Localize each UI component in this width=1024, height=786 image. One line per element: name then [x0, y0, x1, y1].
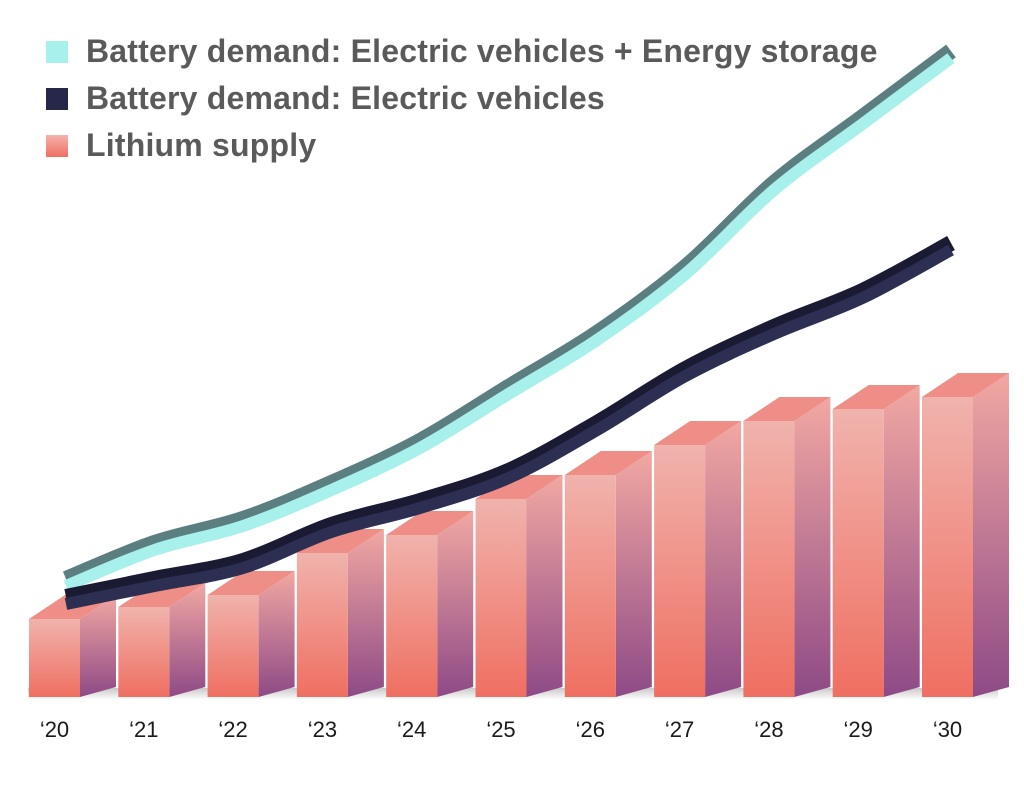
bar-side: [437, 511, 474, 697]
bar-side: [615, 451, 652, 697]
bar-top: [743, 397, 831, 421]
bar-top: [296, 529, 384, 553]
legend-item-ev-storage: Battery demand: Electric vehicles + Ener…: [46, 28, 878, 75]
bar-top: [386, 511, 474, 535]
bar-front: [832, 409, 884, 697]
bar-10: [922, 373, 1009, 697]
legend-item-ev: Battery demand: Electric vehicles: [46, 75, 878, 122]
bar-4: [386, 511, 474, 697]
legend: Battery demand: Electric vehicles + Ener…: [46, 28, 878, 169]
bar-2: [207, 571, 295, 697]
line-ev: [64, 235, 955, 610]
line-ev-face: [64, 244, 954, 610]
x-tick-label-10: ‘30: [933, 717, 962, 742]
legend-swatch-ev-storage: [46, 40, 68, 63]
x-tick-label-0: ‘20: [40, 717, 69, 742]
x-tick-label-7: ‘27: [665, 717, 694, 742]
legend-swatch-lithium: [46, 134, 68, 157]
bar-front: [207, 595, 259, 697]
bar-top: [564, 451, 652, 475]
bar-front: [743, 421, 795, 697]
x-tick-label-5: ‘25: [486, 717, 515, 742]
x-tick-label-3: ‘23: [308, 717, 337, 742]
bar-top: [832, 385, 920, 409]
legend-label-lithium: Lithium supply: [86, 127, 317, 163]
legend-item-lithium: Lithium supply: [46, 122, 878, 169]
lines-group: [62, 44, 956, 610]
bar-top: [654, 421, 742, 445]
bar-6: [564, 451, 652, 697]
bar-front: [654, 445, 706, 697]
x-axis-ticks: ‘20 ‘21 ‘22 ‘23 ‘24 ‘25 ‘26 ‘27 ‘28 ‘29 ‘30: [40, 717, 962, 742]
bar-front: [386, 535, 438, 697]
bars-group: [29, 373, 1009, 697]
bar-7: [654, 421, 742, 697]
bar-side: [973, 373, 1009, 697]
bar-front: [296, 553, 348, 697]
bar-side: [794, 397, 831, 697]
bar-side: [258, 571, 295, 697]
line-ev-storage: [62, 44, 956, 592]
bar-top: [207, 571, 295, 595]
legend-swatch-ev: [46, 87, 68, 110]
bar-8: [743, 397, 831, 697]
bar-3: [296, 529, 384, 697]
bar-side: [169, 583, 206, 697]
bar-side: [347, 529, 384, 697]
bar-front: [475, 499, 527, 697]
bar-9: [832, 385, 920, 697]
legend-label-ev: Battery demand: Electric vehicles: [86, 80, 605, 116]
line-ev-storage-face: [63, 53, 955, 592]
bar-side: [883, 385, 920, 697]
bar-side: [526, 475, 563, 697]
bar-side: [80, 595, 116, 697]
bar-front: [29, 619, 80, 697]
bar-1: [118, 583, 206, 697]
x-tick-label-4: ‘24: [397, 717, 426, 742]
bar-0: [29, 595, 116, 697]
bar-5: [475, 475, 563, 697]
bar-top: [922, 373, 1009, 397]
x-tick-label-1: ‘21: [129, 717, 158, 742]
bar-side: [705, 421, 742, 697]
x-tick-label-2: ‘22: [218, 717, 247, 742]
x-tick-label-6: ‘26: [576, 717, 605, 742]
bar-front: [564, 475, 616, 697]
bar-front: [922, 397, 973, 697]
legend-label-ev-storage: Battery demand: Electric vehicles + Ener…: [86, 33, 878, 69]
line-ev-edge: [64, 235, 955, 605]
bar-front: [118, 607, 170, 697]
bar-top: [475, 475, 563, 499]
bar-top: [118, 583, 206, 607]
x-tick-label-9: ‘29: [844, 717, 873, 742]
x-tick-label-8: ‘28: [754, 717, 783, 742]
